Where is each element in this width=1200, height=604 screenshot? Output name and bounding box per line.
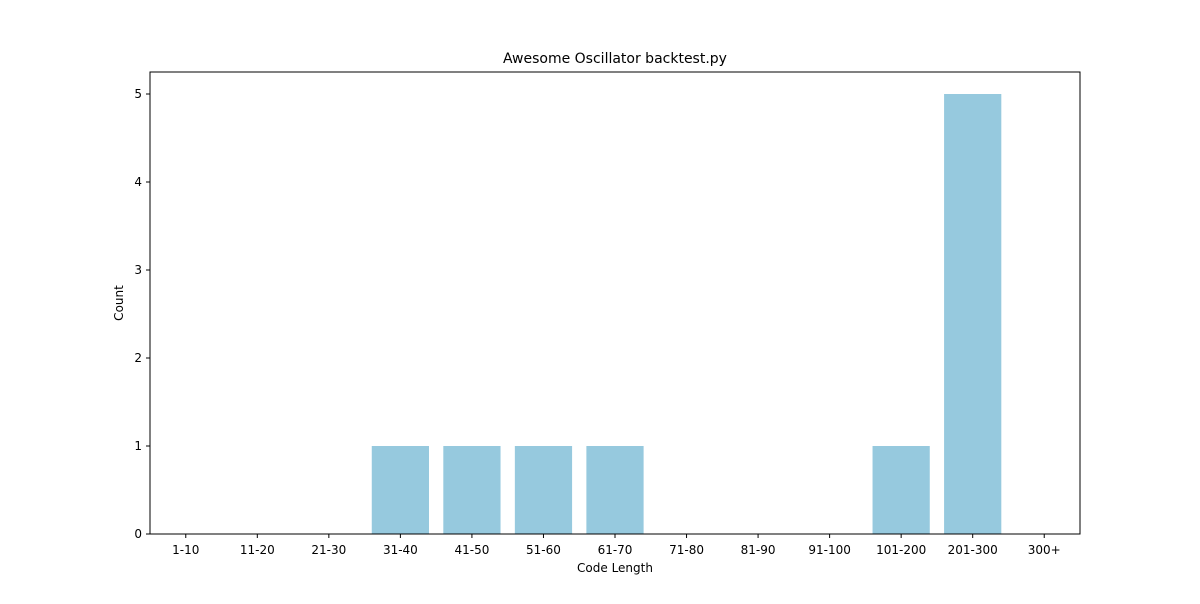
x-tick-label: 91-100 [808,543,851,557]
x-tick-label: 21-30 [311,543,346,557]
x-tick-label: 61-70 [598,543,633,557]
x-tick-label: 71-80 [669,543,704,557]
y-tick-label: 1 [134,439,142,453]
x-axis-label: Code Length [577,561,653,575]
bar-201-300 [944,94,1002,534]
bar-31-40 [371,446,429,534]
y-axis-label: Count [112,285,126,321]
x-tick-label: 201-300 [948,543,998,557]
bar-51-60 [514,446,573,534]
x-axis: 1-10 11-20 21-30 31-40 41-50 51-60 61-70 71-80 8… [172,534,1061,557]
x-tick-label: 81-90 [741,543,776,557]
chart-title: Awesome Oscillator backtest.py [503,51,727,67]
y-tick-label: 3 [134,263,142,277]
bar-41-50 [443,446,501,534]
plot-frame [149,71,1081,535]
y-tick-label: 0 [134,527,142,541]
x-tick-label: 11-20 [240,543,275,557]
x-tick-label: 101-200 [876,543,926,557]
bar-61-70 [586,446,644,534]
x-tick-label: 1-10 [172,543,199,557]
bar-101-200 [872,446,930,534]
x-tick-label: 41-50 [454,543,489,557]
x-tick-label: 300+ [1028,543,1061,557]
x-tick-label: 31-40 [383,543,418,557]
y-axis: 0 1 2 3 4 5 [134,87,150,541]
y-tick-label: 5 [134,87,142,101]
y-tick-label: 2 [134,351,142,365]
bars-layer [371,94,1002,534]
x-tick-label: 51-60 [526,543,561,557]
y-tick-label: 4 [134,175,142,189]
